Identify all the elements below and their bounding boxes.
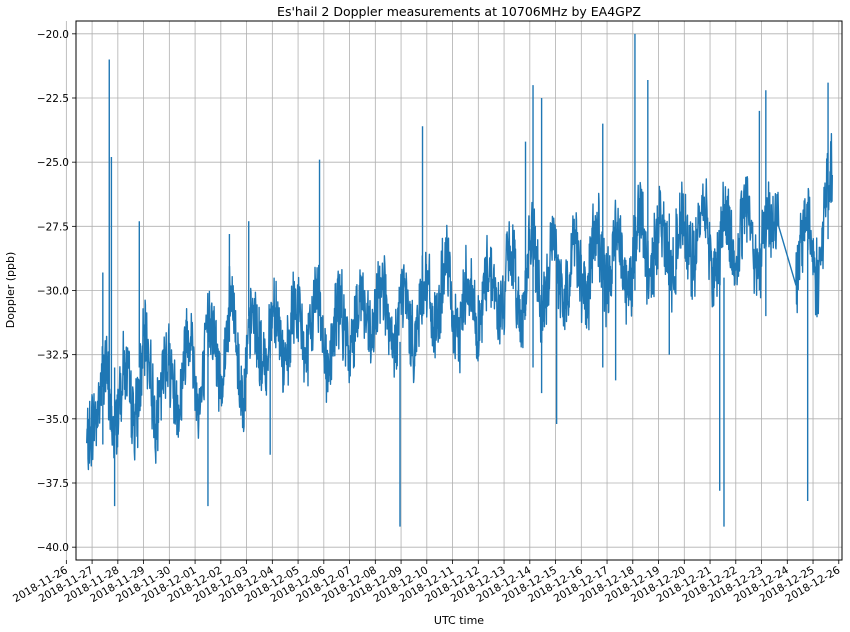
y-tick-label: −32.5 (37, 350, 69, 362)
y-axis-ticks: −40.0 −37.5 −35.0 −32.5 −30.0 −27.5 −25.0 −22.5… (37, 29, 76, 554)
y-tick-label: −30.0 (37, 286, 69, 298)
y-tick-label: −20.0 (37, 29, 69, 41)
data-series (86, 33, 833, 527)
x-axis-label: UTC time (434, 614, 484, 627)
y-axis-label: Doppler (ppb) (4, 252, 17, 329)
y-tick-label: −37.5 (37, 478, 69, 490)
y-tick-label: −27.5 (37, 221, 69, 233)
y-tick-label: −35.0 (37, 414, 69, 426)
y-tick-label: −40.0 (37, 542, 69, 554)
y-tick-label: −25.0 (37, 157, 69, 169)
y-tick-label: −22.5 (37, 93, 69, 105)
chart-title: Es'hail 2 Doppler measurements at 10706M… (277, 4, 641, 19)
